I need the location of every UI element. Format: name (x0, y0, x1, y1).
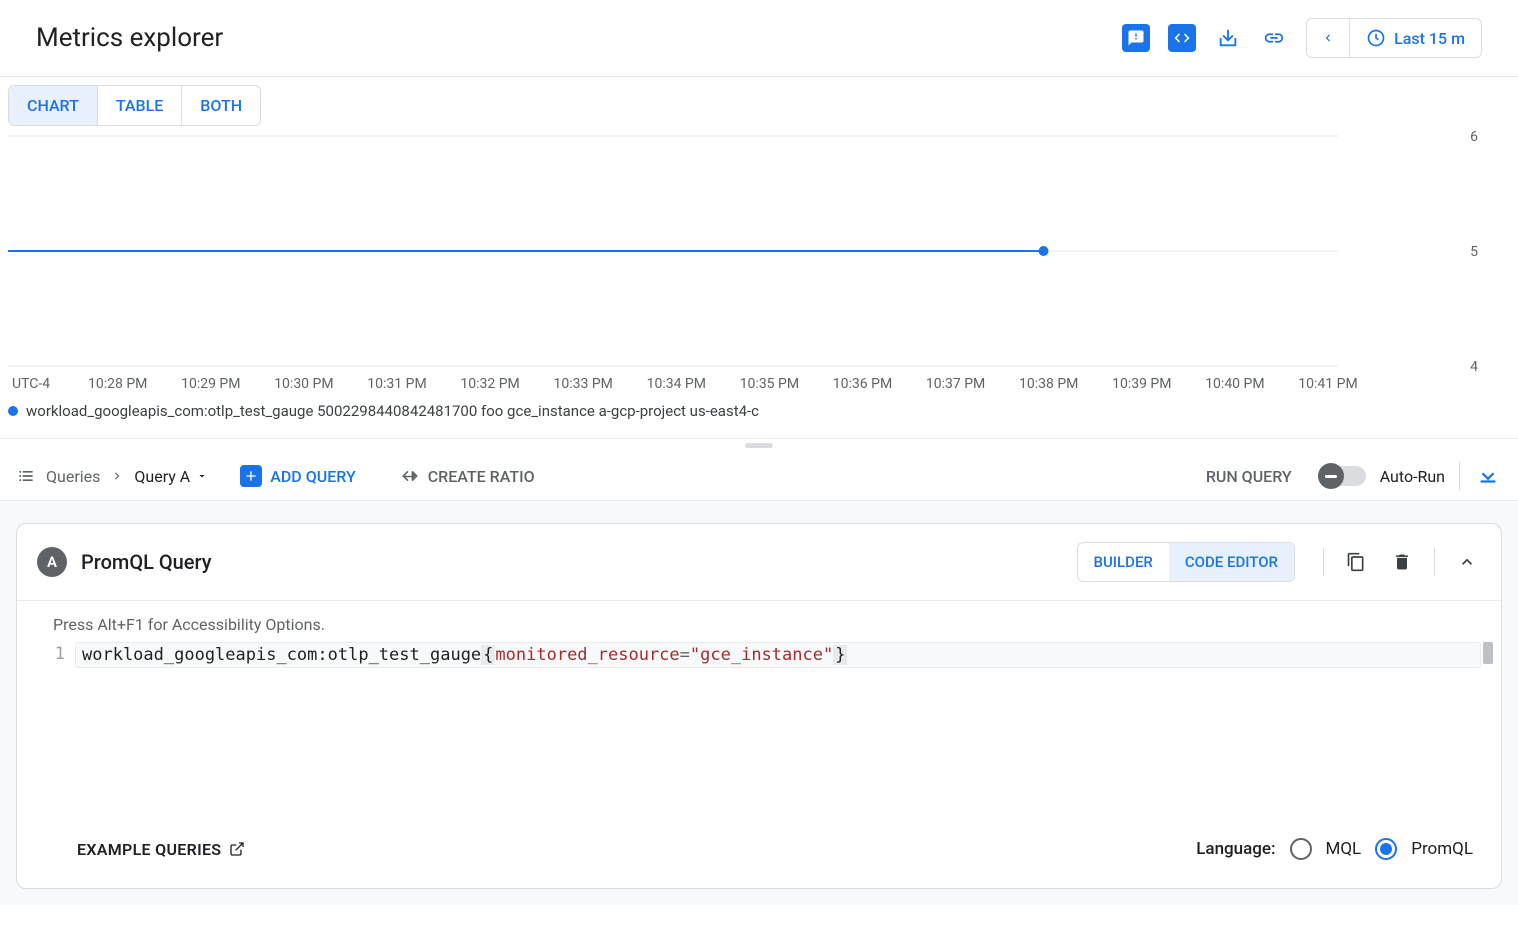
language-label: Language: (1196, 839, 1275, 859)
auto-run-label: Auto-Run (1380, 467, 1445, 486)
link-icon[interactable] (1260, 24, 1288, 52)
view-tab-table[interactable]: TABLE (97, 86, 181, 125)
svg-text:10:40 PM: 10:40 PM (1205, 376, 1264, 392)
copy-icon[interactable] (1342, 548, 1370, 576)
page-title: Metrics explorer (36, 23, 223, 53)
svg-text:6: 6 (1470, 129, 1478, 145)
svg-text:10:30 PM: 10:30 PM (274, 376, 333, 392)
pane-resizer[interactable] (0, 438, 1518, 452)
view-tab-both[interactable]: BOTH (181, 86, 260, 125)
accessibility-hint: Press Alt+F1 for Accessibility Options. (17, 601, 1501, 642)
svg-text:10:33 PM: 10:33 PM (554, 376, 613, 392)
svg-text:10:34 PM: 10:34 PM (647, 376, 706, 392)
collapse-all-icon[interactable] (1474, 462, 1502, 490)
download-icon[interactable] (1214, 24, 1242, 52)
svg-text:10:35 PM: 10:35 PM (740, 376, 799, 392)
svg-text:10:31 PM: 10:31 PM (367, 376, 426, 392)
run-query-button[interactable]: RUN QUERY (1206, 467, 1292, 486)
clock-icon (1366, 28, 1386, 48)
chevron-right-icon (110, 469, 124, 483)
delete-icon[interactable] (1388, 548, 1416, 576)
time-range-button[interactable]: Last 15 m (1350, 28, 1481, 48)
feedback-icon[interactable] (1122, 24, 1150, 52)
svg-text:5: 5 (1470, 244, 1478, 260)
svg-text:4: 4 (1470, 359, 1478, 375)
create-ratio-button[interactable]: CREATE RATIO (400, 466, 535, 486)
svg-text:10:36 PM: 10:36 PM (833, 376, 892, 392)
radio-promql[interactable] (1375, 838, 1397, 860)
svg-text:UTC-4: UTC-4 (12, 376, 50, 392)
svg-text:10:39 PM: 10:39 PM (1112, 376, 1171, 392)
svg-text:10:38 PM: 10:38 PM (1019, 376, 1078, 392)
query-panel-container: A PromQL Query BUILDER CODE EDITOR (0, 501, 1518, 905)
query-toolbar: Queries Query A ADD QUERY CREATE RATIO R… (0, 452, 1518, 501)
radio-mql[interactable] (1290, 838, 1312, 860)
mode-builder-button[interactable]: BUILDER (1078, 543, 1169, 581)
language-selector: Language: MQL PromQL (1196, 838, 1473, 860)
legend-swatch (8, 406, 18, 416)
query-panel-footer: EXAMPLE QUERIES Language: MQL PromQL (17, 668, 1501, 860)
svg-text:10:29 PM: 10:29 PM (181, 376, 240, 392)
query-panel: A PromQL Query BUILDER CODE EDITOR (16, 523, 1502, 889)
svg-text:10:28 PM: 10:28 PM (88, 376, 147, 392)
add-query-button[interactable]: ADD QUERY (240, 465, 355, 487)
divider (1459, 462, 1460, 490)
external-link-icon (229, 841, 245, 857)
chart-area: 4 5 6 UTC-4 10:28 PM 10:29 PM 10:30 PM 10:31 PM… (0, 126, 1518, 396)
queries-label: Queries (46, 467, 100, 486)
time-prev-button[interactable] (1307, 19, 1350, 57)
time-range-selector: Last 15 m (1306, 18, 1482, 58)
line-chart: 4 5 6 UTC-4 10:28 PM 10:29 PM 10:30 PM 10:31 PM… (8, 126, 1508, 396)
query-badge: A (37, 547, 67, 577)
query-panel-header: A PromQL Query BUILDER CODE EDITOR (17, 524, 1501, 600)
svg-text:10:41 PM: 10:41 PM (1298, 376, 1357, 392)
example-queries-button[interactable]: EXAMPLE QUERIES (77, 840, 245, 859)
query-panel-title: PromQL Query (81, 550, 212, 574)
code-icon[interactable] (1168, 24, 1196, 52)
legend-text: workload_googleapis_com:otlp_test_gauge … (26, 402, 759, 420)
list-icon (16, 466, 36, 486)
view-tab-chart[interactable]: CHART (9, 86, 97, 125)
scrollbar-thumb[interactable] (1483, 642, 1493, 664)
ratio-icon (400, 466, 420, 486)
svg-text:10:32 PM: 10:32 PM (460, 376, 519, 392)
collapse-panel-icon[interactable] (1453, 548, 1481, 576)
header-actions: Last 15 m (1122, 18, 1482, 58)
auto-run-toggle[interactable] (1320, 466, 1366, 486)
code-editor[interactable]: 1 workload_googleapis_com:otlp_test_gaug… (17, 642, 1501, 668)
query-selector[interactable]: Query A (134, 467, 208, 486)
lang-mql-label: MQL (1326, 839, 1362, 859)
code-line[interactable]: workload_googleapis_com:otlp_test_gauge{… (75, 642, 1481, 668)
caret-down-icon (196, 470, 208, 482)
svg-text:10:37 PM: 10:37 PM (926, 376, 985, 392)
lang-promql-label: PromQL (1411, 839, 1473, 859)
view-tabs: CHARTTABLEBOTH (8, 85, 261, 126)
line-number: 1 (47, 642, 75, 664)
plus-icon (243, 468, 259, 484)
mode-toggle: BUILDER CODE EDITOR (1077, 542, 1295, 582)
time-range-label: Last 15 m (1394, 29, 1465, 48)
legend: workload_googleapis_com:otlp_test_gauge … (0, 396, 1518, 438)
mode-code-button[interactable]: CODE EDITOR (1169, 543, 1294, 581)
header: Metrics explorer Last 15 m (0, 0, 1518, 77)
